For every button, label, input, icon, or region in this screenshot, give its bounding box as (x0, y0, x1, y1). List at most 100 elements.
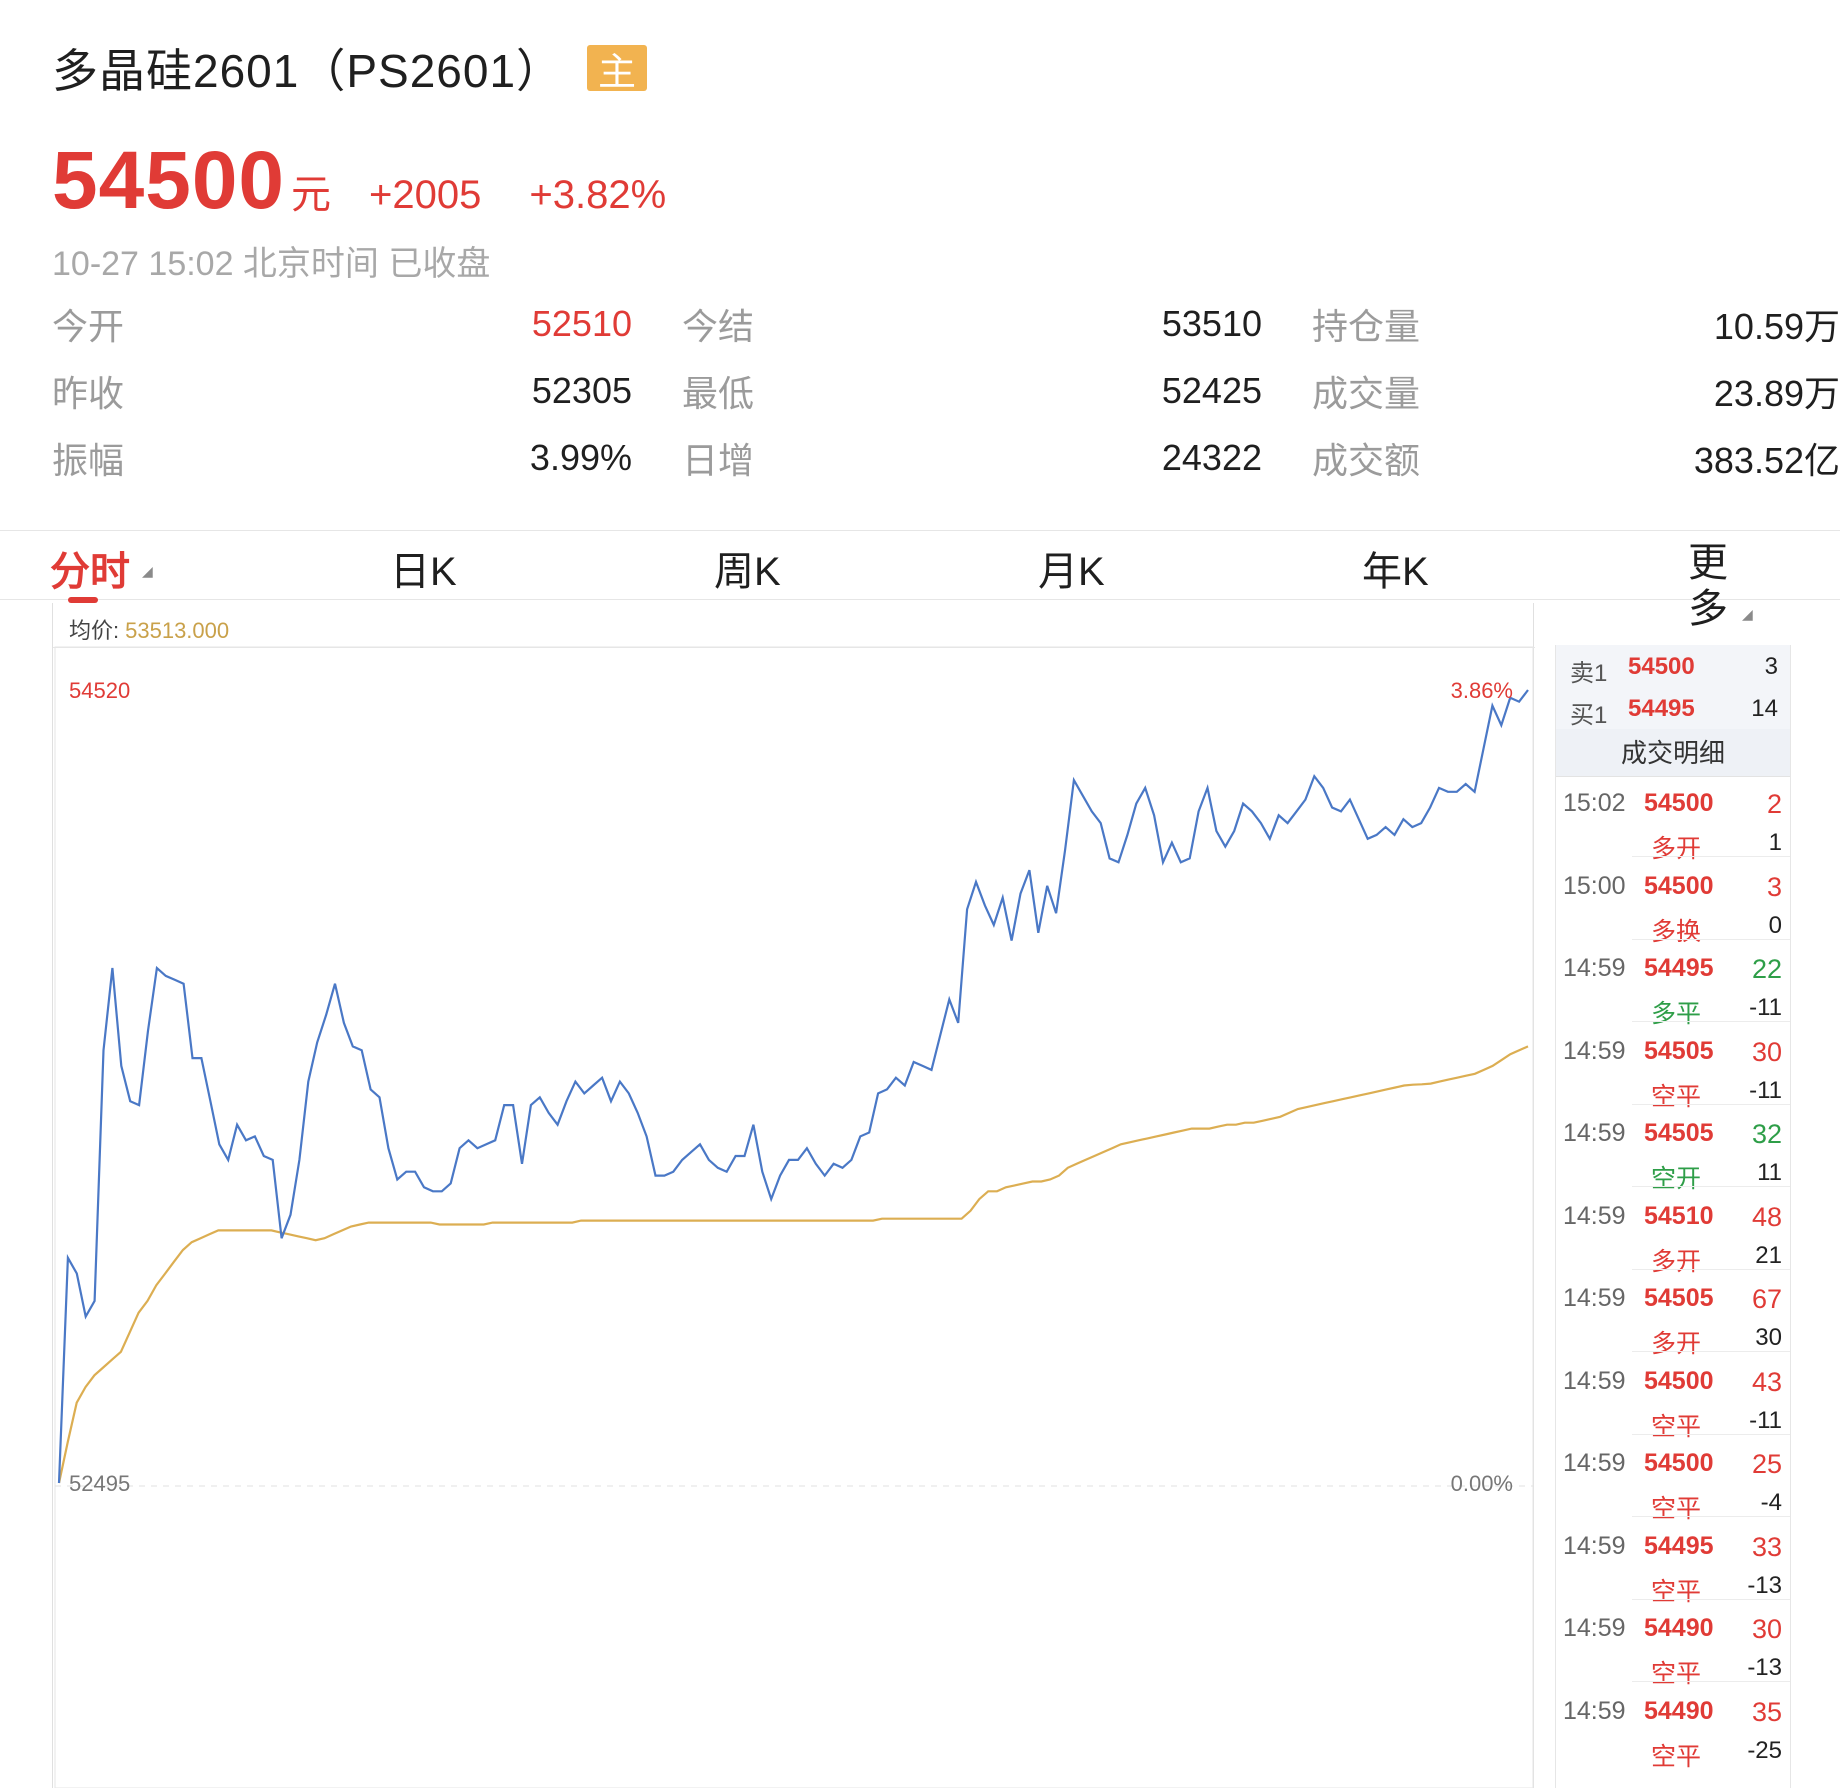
bid1-label: 买1 (1570, 702, 1608, 729)
trade-price: 54500 (1644, 1449, 1714, 1477)
contract-title: 多晶硅2601（PS2601） (52, 45, 564, 97)
trade-price: 54505 (1644, 1119, 1714, 1147)
stats-row: 今开 52510 今结 53510 持仓量 10.59万 (52, 290, 1840, 357)
trade-oi-change: -13 (1747, 1654, 1782, 1681)
tab-dropdown-icon[interactable]: ◢ (142, 563, 153, 579)
trade-time: 14:59 (1563, 1531, 1626, 1560)
trade-time: 14:59 (1563, 954, 1626, 982)
trade-price: 54510 (1644, 1201, 1714, 1230)
tab-intraday[interactable]: 分时 (50, 539, 130, 603)
trade-price: 54495 (1644, 954, 1714, 982)
stat-label: 成交额 (1312, 439, 1421, 481)
trade-item: 14:59 54495 22 多平 -11 (1556, 942, 1790, 1028)
trade-price: 54495 (1644, 1531, 1714, 1560)
trade-type: 空平 (1650, 1660, 1701, 1688)
quote-time-status: 10-27 15:02 北京时间 已收盘 (52, 245, 491, 283)
stat-value: 52305 (531, 369, 632, 411)
stat-label: 日增 (682, 439, 755, 481)
ask1-volume: 3 (1764, 653, 1778, 680)
stat-value: 52425 (1161, 369, 1262, 411)
price-change: +2005 (369, 173, 482, 217)
trade-type: 空平 (1650, 1742, 1701, 1771)
trade-type: 多平 (1650, 1000, 1701, 1028)
ask1-label: 卖1 (1570, 660, 1608, 687)
orderbook-row-ask1: 卖1 54500 3 (1556, 645, 1790, 687)
divider (1632, 1268, 1790, 1270)
trade-type: 空平 (1650, 1412, 1701, 1441)
trade-volume: 30 (1751, 1036, 1782, 1067)
tab-monthly-k[interactable]: 月K (1038, 550, 1105, 594)
trade-type: 空开 (1650, 1165, 1701, 1193)
avg-price-value: 53513.000 (125, 618, 230, 643)
trade-price: 54500 (1644, 789, 1714, 817)
trade-time: 14:59 (1563, 1284, 1626, 1312)
tab-more[interactable]: 更多 (1688, 541, 1728, 631)
trade-type: 多换 (1650, 917, 1701, 946)
trade-volume: 3 (1766, 871, 1782, 902)
period-tabs: 分时 ◢ 日K 周K 月K 年K (0, 530, 1840, 603)
tab-label: 分时 (50, 550, 130, 594)
trade-price: 54505 (1644, 1036, 1714, 1065)
avg-price-label: 均价: 53513.000 (69, 613, 229, 645)
trade-price: 54490 (1644, 1614, 1714, 1642)
trade-price: 54490 (1644, 1696, 1714, 1725)
trade-item: 14:59 54500 25 空平 -4 (1556, 1437, 1790, 1523)
trade-item: 14:59 54490 35 空平 -25 (1556, 1685, 1790, 1771)
stat-value: 23.89万 (1713, 372, 1840, 414)
stat-value: 10.59万 (1713, 305, 1840, 347)
trade-item: 14:59 54500 43 空平 -11 (1556, 1355, 1790, 1441)
trade-oi-change: -11 (1749, 994, 1782, 1021)
trade-type: 多开 (1650, 1247, 1701, 1276)
trade-volume: 43 (1751, 1366, 1782, 1397)
trade-item: 14:59 54490 30 空平 -13 (1556, 1602, 1790, 1688)
divider (1632, 1516, 1790, 1517)
more-dropdown-icon[interactable]: ◢ (1742, 606, 1753, 622)
trade-volume: 32 (1751, 1119, 1782, 1149)
avg-price-line (57, 1045, 1529, 1484)
trade-volume: 2 (1766, 789, 1782, 819)
stat-value: 3.99% (529, 436, 632, 478)
stats-row: 昨收 52305 最低 52425 成交量 23.89万 (52, 357, 1840, 424)
active-tab-indicator (68, 597, 98, 603)
divider (1632, 938, 1790, 940)
last-price: 54500 (52, 135, 286, 226)
trade-price: 54505 (1644, 1284, 1714, 1312)
stat-value: 53510 (1161, 302, 1262, 344)
stat-label: 成交量 (1312, 372, 1421, 414)
stat-label: 昨收 (52, 372, 125, 414)
stat-value: 383.52亿 (1693, 439, 1840, 481)
trade-type: 空平 (1650, 1577, 1701, 1606)
stat-value: 52510 (531, 302, 632, 344)
trade-item: 14:59 54505 30 空平 -11 (1556, 1025, 1790, 1111)
avg-price-caption: 均价: (69, 618, 120, 643)
price-unit: 元 (291, 173, 332, 217)
divider (1632, 1021, 1790, 1022)
tab-daily-k[interactable]: 日K (390, 550, 457, 594)
trade-time: 14:59 (1563, 1696, 1626, 1725)
trade-oi-change: 0 (1768, 911, 1782, 939)
trade-oi-change: -4 (1760, 1489, 1782, 1516)
tab-yearly-k[interactable]: 年K (1362, 550, 1429, 594)
intraday-chart[interactable] (53, 603, 1535, 1788)
stat-label: 持仓量 (1312, 305, 1421, 347)
divider (1632, 1433, 1790, 1435)
price-line (57, 689, 1529, 1484)
pct-axis-min-label: 0.00% (1450, 1471, 1513, 1496)
trade-oi-change: -11 (1749, 1406, 1782, 1434)
trade-item: 14:59 54505 32 空开 11 (1556, 1107, 1790, 1193)
trade-type: 多开 (1650, 835, 1701, 863)
trade-time: 15:00 (1563, 871, 1626, 900)
divider (1632, 1103, 1790, 1105)
trade-detail-title[interactable]: 成交明细 (1556, 729, 1790, 777)
chart-frame (54, 646, 1534, 1788)
divider (1632, 1598, 1790, 1600)
bid1-volume: 14 (1751, 695, 1778, 722)
divider (1632, 856, 1790, 857)
stats-grid: 今开 52510 今结 53510 持仓量 10.59万 昨收 52305 最低… (52, 290, 1840, 491)
trade-time: 14:59 (1563, 1449, 1626, 1477)
trade-list[interactable]: 15:02 54500 2 多开 1 15:00 54500 3 多换 0 14… (1556, 777, 1790, 1771)
trade-volume: 22 (1751, 954, 1782, 984)
y-axis-min-label: 52495 (69, 1471, 131, 1496)
trade-type: 空平 (1650, 1495, 1701, 1523)
tab-weekly-k[interactable]: 周K (714, 550, 781, 594)
